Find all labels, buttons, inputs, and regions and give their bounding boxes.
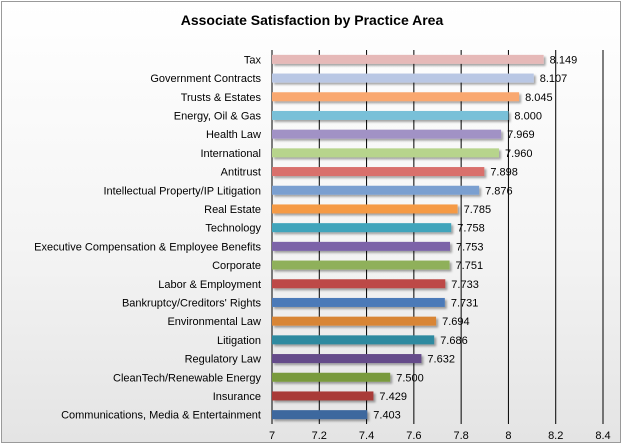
bar	[272, 54, 544, 64]
bar	[272, 372, 391, 382]
data-label: 7.731	[451, 297, 479, 309]
x-tick-label: 7.4	[359, 430, 374, 442]
bar	[272, 110, 509, 120]
data-label: 7.429	[379, 391, 407, 403]
bar	[272, 223, 452, 233]
bar	[272, 204, 458, 214]
x-tick-label: 8.4	[595, 430, 610, 442]
category-label: Labor & Employment	[158, 279, 261, 291]
data-label: 7.876	[485, 185, 513, 197]
data-label: 7.785	[464, 204, 492, 216]
category-label: Communications, Media & Entertainment	[61, 410, 261, 422]
data-label: 8.107	[540, 73, 568, 85]
bar	[272, 92, 520, 102]
category-label: Energy, Oil & Gas	[174, 110, 262, 122]
category-label: Health Law	[206, 129, 261, 141]
chart-title: Associate Satisfaction by Practice Area	[180, 12, 444, 28]
data-label: 7.686	[440, 335, 468, 347]
x-tick-label: 7.2	[312, 430, 327, 442]
bar	[272, 297, 445, 307]
data-label: 7.898	[490, 167, 518, 179]
x-tick-label: 8.2	[548, 430, 563, 442]
category-label: Litigation	[217, 335, 261, 347]
category-label: Tax	[244, 54, 262, 66]
data-label: 7.632	[427, 354, 455, 366]
category-label: Government Contracts	[150, 73, 261, 85]
bar	[272, 279, 446, 289]
category-label: Intellectual Property/IP Litigation	[103, 185, 261, 197]
category-label: Corporate	[212, 260, 261, 272]
bar	[272, 167, 485, 177]
category-label: Executive Compensation & Employee Benefi…	[34, 241, 261, 253]
bar	[272, 148, 499, 158]
data-label: 7.753	[456, 241, 484, 253]
category-label: Environmental Law	[167, 316, 261, 328]
category-label: Trusts & Estates	[181, 92, 262, 104]
category-label: CleanTech/Renewable Energy	[113, 372, 261, 384]
bar	[272, 335, 435, 345]
data-label: 7.500	[396, 372, 424, 384]
category-label: Technology	[205, 223, 261, 235]
category-label: Real Estate	[204, 204, 261, 216]
category-label: International	[200, 148, 261, 160]
data-label: 8.149	[550, 54, 578, 66]
bar	[272, 260, 450, 270]
bar	[272, 185, 480, 195]
bar	[272, 391, 374, 401]
category-label: Insurance	[213, 391, 261, 403]
category-label: Bankruptcy/Creditors' Rights	[122, 297, 262, 309]
bar	[272, 410, 368, 420]
bar	[272, 316, 437, 326]
category-label: Regulatory Law	[185, 354, 261, 366]
data-label: 8.045	[525, 92, 553, 104]
data-label: 8.000	[514, 110, 542, 122]
data-label: 7.694	[442, 316, 470, 328]
bar	[272, 241, 451, 251]
x-tick-label: 7.8	[453, 430, 468, 442]
data-label: 7.969	[507, 129, 535, 141]
data-label: 7.733	[451, 279, 479, 291]
x-tick-label: 7	[269, 430, 275, 442]
x-tick-label: 8	[505, 430, 511, 442]
data-label: 7.751	[456, 260, 484, 272]
bar	[272, 73, 534, 83]
bar	[272, 354, 422, 364]
x-tick-label: 7.6	[406, 430, 421, 442]
category-label: Antitrust	[221, 167, 261, 179]
data-label: 7.960	[505, 148, 533, 160]
bar	[272, 129, 502, 139]
data-label: 7.758	[457, 223, 485, 235]
data-label: 7.403	[373, 410, 401, 422]
